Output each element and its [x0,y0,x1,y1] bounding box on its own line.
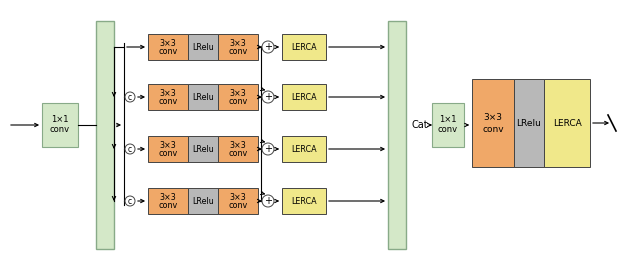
Text: LERCA: LERCA [291,42,317,52]
Text: LERCA: LERCA [552,119,581,128]
Text: +: + [264,143,272,154]
Circle shape [125,196,135,206]
Circle shape [125,92,135,102]
Text: conv: conv [482,124,504,134]
Bar [218,188,258,214]
Text: 3×3: 3×3 [159,140,177,150]
Circle shape [125,144,135,154]
Text: 3×3: 3×3 [230,88,246,97]
Text: conv: conv [158,97,178,107]
Bar [188,188,218,214]
Bar [218,34,258,60]
Bar [544,79,590,167]
Bar [188,136,218,162]
Text: conv: conv [228,150,248,159]
Text: LRelu: LRelu [516,119,541,128]
Text: 3×3: 3×3 [159,88,177,97]
Text: +: + [264,195,272,206]
Text: LRelu: LRelu [192,92,214,101]
Bar [148,84,188,110]
Text: conv: conv [158,48,178,57]
Bar [282,34,326,60]
Text: 3×3: 3×3 [230,193,246,202]
Circle shape [262,195,274,207]
Bar [218,84,258,110]
Bar [148,188,188,214]
Bar [282,136,326,162]
Text: LERCA: LERCA [291,92,317,101]
Text: +: + [264,41,272,52]
Text: conv: conv [228,202,248,210]
Text: LERCA: LERCA [291,144,317,154]
Bar [188,84,218,110]
Text: c: c [128,197,132,206]
Text: LRelu: LRelu [192,42,214,52]
Bar [148,136,188,162]
Text: 1×1: 1×1 [439,116,457,124]
Text: LRelu: LRelu [192,144,214,154]
Bar [282,84,326,110]
Bar [388,21,406,249]
Text: 3×3: 3×3 [230,140,246,150]
Circle shape [262,143,274,155]
Bar [432,103,464,147]
Text: 3×3: 3×3 [159,193,177,202]
Text: 3×3: 3×3 [159,38,177,48]
Text: Cat: Cat [412,120,428,130]
Bar [148,34,188,60]
Bar [472,79,514,167]
Text: c: c [128,144,132,154]
Text: LERCA: LERCA [291,197,317,206]
Text: 3×3: 3×3 [230,38,246,48]
Bar [282,188,326,214]
Bar [96,21,114,249]
Text: 3×3: 3×3 [483,112,502,121]
Bar [218,136,258,162]
Text: conv: conv [228,97,248,107]
Text: LRelu: LRelu [192,197,214,206]
Text: conv: conv [158,202,178,210]
Text: conv: conv [158,150,178,159]
Circle shape [262,41,274,53]
Text: conv: conv [50,125,70,135]
Bar [514,79,544,167]
Bar [188,34,218,60]
Bar [42,103,78,147]
Text: conv: conv [438,125,458,135]
Circle shape [262,91,274,103]
Text: +: + [264,92,272,101]
Text: c: c [128,92,132,101]
Text: 1×1: 1×1 [51,116,68,124]
Text: conv: conv [228,48,248,57]
